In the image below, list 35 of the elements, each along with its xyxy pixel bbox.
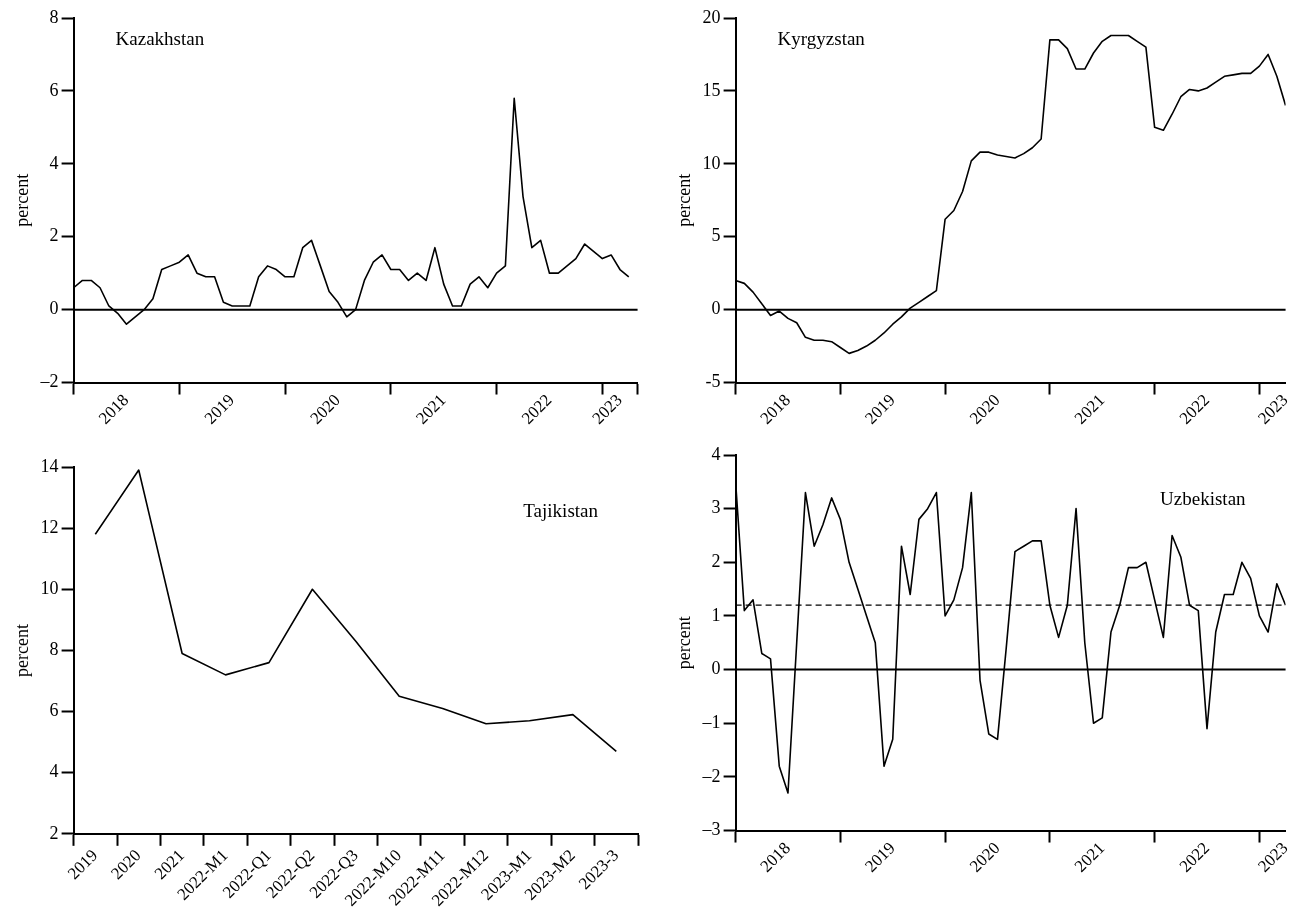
y-tick-label: 2 (49, 822, 59, 843)
y-tick-label: –3 (701, 819, 721, 840)
y-tick-label: 15 (702, 79, 721, 100)
y-tick-label: –2 (39, 371, 59, 392)
y-tick-label: 0 (711, 658, 721, 679)
y-tick-label: 0 (711, 298, 721, 319)
y-axis-title: percent (11, 173, 32, 227)
y-tick-label: –1 (701, 711, 721, 732)
y-tick-label: 12 (40, 516, 59, 537)
y-tick-label: 5 (711, 225, 721, 246)
y-tick-label: 0 (49, 298, 59, 319)
y-tick-label: 2 (711, 551, 721, 572)
y-tick-label: 10 (702, 152, 721, 173)
y-tick-label: 1 (711, 604, 721, 625)
y-tick-label: 10 (40, 578, 59, 599)
y-tick-label: 2 (49, 225, 59, 246)
y-tick-label: 8 (49, 639, 59, 660)
text: Kyrgyzstan (777, 27, 866, 49)
y-tick-label: 8 (49, 6, 59, 27)
y-tick-label: 6 (49, 79, 59, 100)
y-tick-label: 3 (711, 497, 721, 518)
y-tick-label: 4 (49, 761, 59, 782)
text: Tajikistan (523, 499, 599, 521)
y-axis-title: percent (673, 616, 694, 670)
y-tick-label: –2 (701, 765, 721, 786)
y-tick-label: 20 (702, 6, 721, 27)
y-tick-label: 4 (711, 443, 721, 464)
text: Kazakhstan (115, 27, 205, 49)
y-tick-label: 4 (49, 152, 59, 173)
y-axis-title: percent (11, 623, 32, 677)
y-tick-label: 6 (49, 700, 59, 721)
y-axis-title: percent (673, 173, 694, 227)
y-tick-label: -5 (705, 371, 721, 392)
y-tick-label: 14 (40, 455, 59, 476)
text: Uzbekistan (1160, 487, 1247, 509)
